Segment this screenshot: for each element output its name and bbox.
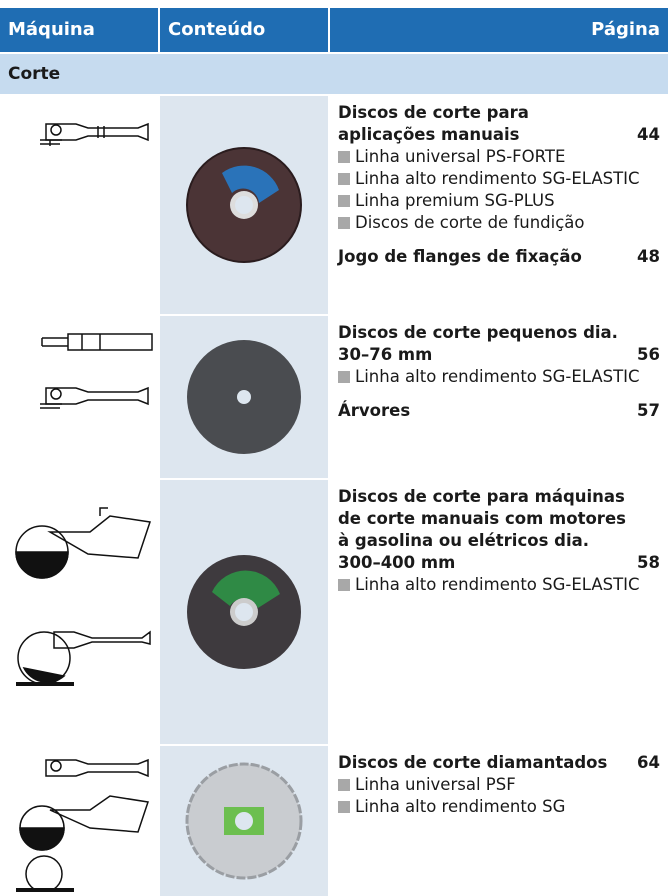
entry-heading: Discos de corte diamantados 64	[338, 752, 660, 774]
bullet-text: Linha universal PSF	[355, 775, 516, 794]
bullet-square	[338, 151, 350, 163]
entry-heading: Discos de corte para máquinas de corte m…	[338, 486, 660, 574]
bullet-text: Linha alto rendimento SG-ELASTIC	[355, 169, 640, 188]
page-number: 58	[637, 553, 660, 572]
machine-cell	[0, 316, 160, 478]
entry: Jogo de flanges de fixação 48	[338, 246, 660, 268]
product-cell	[160, 316, 330, 478]
bullet-item: Linha alto rendimento SG-ELASTIC	[338, 366, 660, 388]
saw-icons	[15, 507, 151, 686]
entry: Discos de corte diamantados 64 Linha unive…	[338, 752, 660, 818]
header-content: Conteúdo	[160, 8, 330, 52]
bullet-square	[338, 779, 350, 791]
entry-title: Discos de corte para máquinas de corte m…	[338, 487, 626, 572]
machine-cell	[0, 746, 160, 896]
entry: Discos de corte para aplicações manuais 4…	[338, 102, 660, 234]
bullet-item: Discos de corte de fundição	[338, 212, 660, 234]
bullet-item: Linha universal PS-FORTE	[338, 146, 660, 168]
bullet-item: Linha alto rendimento SG	[338, 796, 660, 818]
bullet-item: Linha universal PSF	[338, 774, 660, 796]
product-cell	[160, 480, 330, 744]
content-cell: Discos de corte diamantados 64 Linha unive…	[330, 746, 668, 896]
entry-heading: Jogo de flanges de fixação 48	[338, 246, 660, 268]
content-cell: Discos de corte para máquinas de corte m…	[330, 480, 668, 744]
bullet-text: Linha premium SG-PLUS	[355, 191, 555, 210]
content-cell: Discos de corte pequenos dia. 30–76 mm 56…	[330, 316, 668, 478]
entry-title: Jogo de flanges de fixação	[338, 247, 582, 266]
page-number: 64	[637, 753, 660, 772]
tool-icons	[40, 333, 153, 409]
grinder-icon	[40, 122, 149, 146]
bullet-square	[338, 173, 350, 185]
page-number: 56	[637, 345, 660, 364]
row: Discos de corte para máquinas de corte m…	[0, 478, 668, 744]
bullet-text: Linha alto rendimento SG-ELASTIC	[355, 367, 640, 386]
row: Discos de corte para aplicações manuais 4…	[0, 94, 668, 314]
bullet-square	[338, 801, 350, 813]
page-number: 44	[637, 125, 660, 144]
bullet-square	[338, 579, 350, 591]
entry-heading: Discos de corte para aplicações manuais 4…	[338, 102, 660, 146]
entry: Árvores 57	[338, 400, 660, 422]
header-page: Página	[330, 8, 668, 52]
machine-cell	[0, 96, 160, 314]
entry-title: Discos de corte diamantados	[338, 753, 608, 772]
bullet-text: Linha alto rendimento SG-ELASTIC	[355, 575, 640, 594]
entry: Discos de corte pequenos dia. 30–76 mm 56…	[338, 322, 660, 388]
bullet-square	[338, 217, 350, 229]
bullet-text: Linha universal PS-FORTE	[355, 147, 566, 166]
page-number: 57	[637, 401, 660, 420]
content-cell: Discos de corte para aplicações manuais 4…	[330, 96, 668, 314]
bullet-square	[338, 371, 350, 383]
disc-image	[187, 555, 301, 669]
tool-icons	[16, 758, 149, 893]
entry: Discos de corte para máquinas de corte m…	[338, 486, 660, 596]
row: Discos de corte pequenos dia. 30–76 mm 56…	[0, 314, 668, 478]
bullet-square	[338, 195, 350, 207]
disc-image	[185, 762, 303, 880]
page-number: 48	[637, 247, 660, 266]
bullet-text: Discos de corte de fundição	[355, 213, 585, 232]
entry-heading: Discos de corte pequenos dia. 30–76 mm 56	[338, 322, 660, 366]
entry-heading: Árvores 57	[338, 400, 660, 422]
bullet-item: Linha alto rendimento SG-ELASTIC	[338, 574, 660, 596]
header-machine: Máquina	[0, 8, 160, 52]
disc-image	[186, 147, 302, 263]
table-header: Máquina Conteúdo Página	[0, 8, 668, 52]
product-cell	[160, 746, 330, 896]
entry-title: Árvores	[338, 401, 411, 420]
section-title: Corte	[0, 54, 668, 94]
bullet-item: Linha premium SG-PLUS	[338, 190, 660, 212]
disc-image	[187, 340, 301, 454]
machine-cell	[0, 480, 160, 744]
bullet-item: Linha alto rendimento SG-ELASTIC	[338, 168, 660, 190]
entry-title: Discos de corte para aplicações manuais	[338, 103, 529, 144]
row: Discos de corte diamantados 64 Linha unive…	[0, 744, 668, 896]
bullet-text: Linha alto rendimento SG	[355, 797, 566, 816]
product-cell	[160, 96, 330, 314]
entry-title: Discos de corte pequenos dia. 30–76 mm	[338, 323, 618, 364]
